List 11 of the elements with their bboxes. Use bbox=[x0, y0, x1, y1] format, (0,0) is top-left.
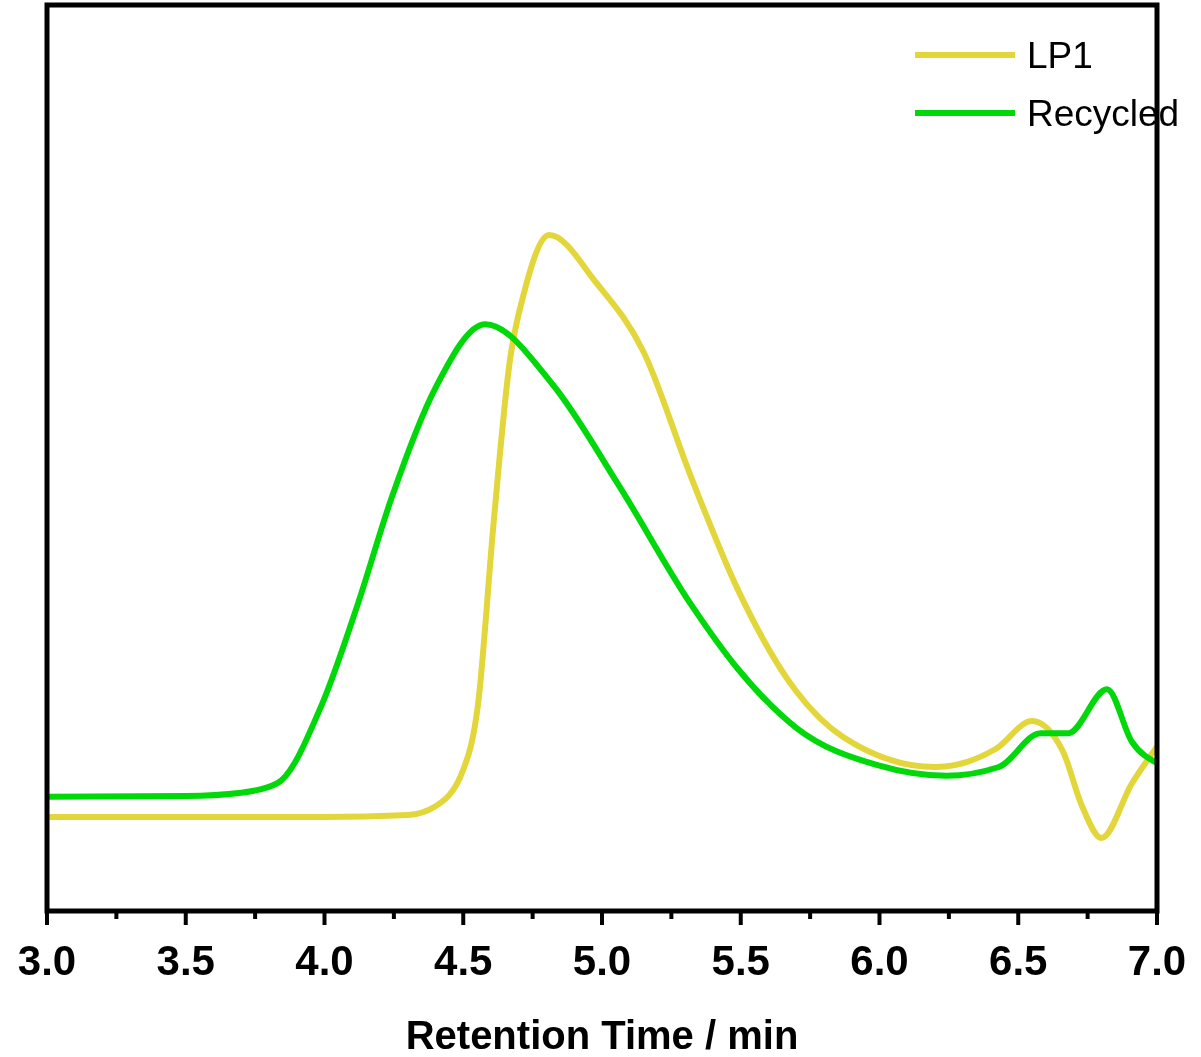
x-tick-label: 4.0 bbox=[295, 937, 354, 984]
x-tick-label: 3.5 bbox=[156, 937, 215, 984]
x-tick-label: 6.5 bbox=[989, 937, 1048, 984]
x-tick-label: 6.0 bbox=[850, 937, 909, 984]
x-tick-label: 3.0 bbox=[17, 937, 77, 984]
x-tick-label: 5.5 bbox=[711, 937, 770, 984]
x-axis-title: Retention Time / min bbox=[405, 1013, 799, 1057]
x-tick-label: 7.0 bbox=[1127, 937, 1187, 984]
x-tick-label: 5.0 bbox=[572, 937, 632, 984]
legend-label: LP1 bbox=[1027, 35, 1093, 76]
x-tick-label: 4.5 bbox=[434, 937, 493, 984]
